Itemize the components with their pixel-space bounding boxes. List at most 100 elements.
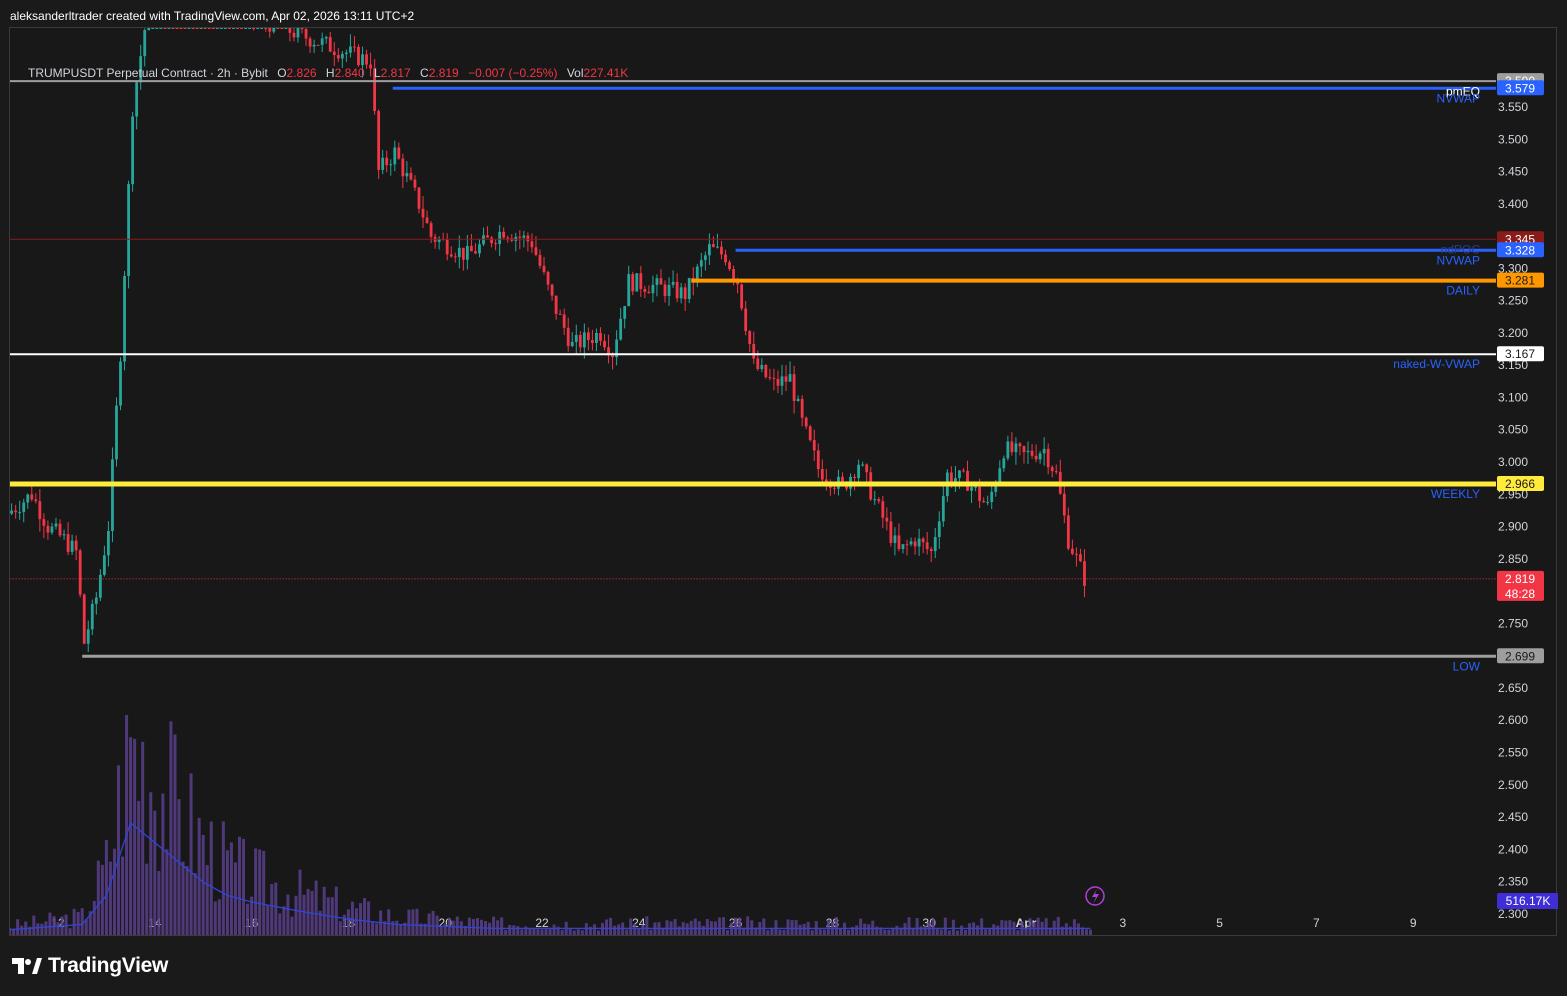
volume-bar <box>363 898 367 935</box>
tradingview-logo-text: TradingView <box>48 954 169 977</box>
candle-body <box>470 245 473 252</box>
volume-bar <box>76 911 80 935</box>
candle-body <box>659 278 663 285</box>
candle-body <box>373 68 377 112</box>
candle-body <box>824 479 828 483</box>
volume-bar <box>701 925 705 935</box>
volume-bar <box>475 918 479 935</box>
candle-body <box>429 223 433 237</box>
level-price-badge[interactable] <box>1497 272 1544 288</box>
candle-body <box>724 254 727 263</box>
volume-bar <box>322 886 326 935</box>
candle-body <box>853 476 856 479</box>
volume-bar <box>254 848 258 935</box>
candle-body <box>550 284 554 296</box>
candle-body <box>639 273 643 289</box>
candle-body <box>179 28 183 29</box>
volume-bar <box>104 839 108 935</box>
volume-bar <box>762 918 766 935</box>
volume-bar <box>242 838 246 935</box>
candle-body <box>78 550 82 595</box>
volume-bar <box>205 865 209 935</box>
candle-body <box>207 28 211 29</box>
candle-body <box>534 247 538 255</box>
candle-body <box>244 28 247 29</box>
candle-body <box>792 374 796 401</box>
candle-body <box>627 274 631 307</box>
volume-ma-line <box>10 821 1091 931</box>
volume-bar <box>968 923 972 935</box>
volume-bar <box>318 910 322 935</box>
candle-body <box>147 28 151 31</box>
volume-bar <box>443 924 447 935</box>
lightning-icon[interactable] <box>1085 886 1105 906</box>
candle-body <box>240 28 243 29</box>
volume-bar <box>1056 916 1060 935</box>
candle-body <box>42 519 46 526</box>
candle-body <box>292 32 296 38</box>
chart-pane[interactable]: 3.550 3.500 3.450 3.400 3.300 3.250 3.200 3.150… <box>9 27 1558 937</box>
level-price-badge[interactable] <box>1497 242 1544 258</box>
candle-body <box>304 28 308 39</box>
volume-bar <box>609 917 613 935</box>
volume-bar <box>1060 926 1064 935</box>
candle-body <box>284 28 288 29</box>
level-price-text: 2.966 <box>1505 477 1535 491</box>
candle-body <box>542 265 546 272</box>
candle-body <box>1006 441 1010 459</box>
volume-bar <box>375 923 379 935</box>
candle-body <box>522 235 526 238</box>
volume-bar <box>274 882 278 935</box>
volume-last-badge[interactable] <box>1497 893 1558 909</box>
candle-body <box>695 266 699 283</box>
candle-body <box>788 374 792 382</box>
level-price-badge[interactable] <box>1497 346 1544 362</box>
volume-bar <box>742 927 746 935</box>
candle-body <box>26 494 30 503</box>
candle-body <box>82 594 86 644</box>
candle-body <box>167 28 171 29</box>
volume-bar <box>411 909 415 935</box>
volume-bar <box>294 895 298 935</box>
candle-body <box>30 494 34 500</box>
volume-bar <box>181 861 185 935</box>
volume-bar <box>613 925 617 935</box>
candle-body <box>877 499 881 502</box>
candle-body <box>1034 455 1038 460</box>
volume-bar <box>217 899 221 935</box>
volume-bar <box>1085 929 1088 935</box>
close-value: 2.819 <box>428 66 459 80</box>
volume-bar <box>645 916 649 935</box>
volume-bar <box>64 914 68 935</box>
volume-bar <box>467 917 471 935</box>
candle-body <box>841 476 844 483</box>
chart-canvas[interactable]: 3.550 3.500 3.450 3.400 3.300 3.250 3.200 3.150… <box>10 28 1558 937</box>
candle-body <box>615 339 619 358</box>
volume-bar <box>399 923 403 935</box>
level-price-badge[interactable] <box>1497 475 1544 491</box>
volume-bar <box>145 863 149 935</box>
volume-bar <box>20 925 24 935</box>
candle-body <box>921 538 925 543</box>
volume-bar <box>1036 917 1040 935</box>
level-price-text: 2.819 <box>1505 572 1535 586</box>
volume-bar <box>112 848 116 935</box>
volume-bar <box>201 834 205 935</box>
candle-body <box>437 239 441 242</box>
level-price-badge[interactable] <box>1497 80 1544 96</box>
candle-body <box>913 541 917 547</box>
candle-body <box>22 502 26 513</box>
candle-body <box>296 28 300 38</box>
candle-body <box>526 235 530 242</box>
candle-body <box>478 244 481 254</box>
candle-body <box>38 501 42 520</box>
high-value: 2.840 <box>334 66 365 80</box>
price-axis-tick: 3.400 <box>1498 197 1528 211</box>
price-axis-tick: 3.500 <box>1498 132 1528 146</box>
candle-body <box>332 51 336 56</box>
level-price-badge[interactable] <box>1497 648 1544 664</box>
level-price-badge[interactable] <box>1497 570 1544 601</box>
tradingview-logo[interactable]: TradingView <box>12 954 168 978</box>
volume-bar <box>931 919 935 935</box>
candle-body <box>756 358 760 370</box>
